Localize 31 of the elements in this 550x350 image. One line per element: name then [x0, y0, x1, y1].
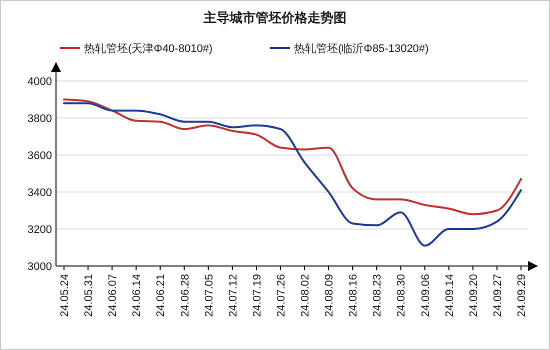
x-tick-label: 24.06.28	[179, 274, 192, 317]
line-series	[63, 102, 522, 247]
x-tick-label: 24.05.31	[83, 274, 96, 317]
x-tick-label: 24.08.23	[372, 274, 384, 317]
y-tick-label: 3400	[28, 187, 52, 199]
x-tick-label: 24.08.02	[300, 274, 312, 317]
x-tick-label: 24.08.30	[396, 274, 408, 317]
y-tick-label: 3800	[28, 113, 52, 125]
x-tick-label: 24.09.27	[492, 274, 504, 317]
x-tick-label: 24.06.07	[107, 274, 120, 317]
chart-title: 主导城市管坯价格走势图	[202, 10, 346, 25]
y-tick-label: 3200	[28, 224, 52, 236]
x-tick-label: 24.09.06	[420, 274, 432, 317]
y-tick-label: 3000	[28, 261, 52, 273]
line-series	[63, 98, 522, 216]
x-tick-label: 24.08.16	[348, 274, 360, 317]
x-tick-label: 24.09.29	[516, 274, 528, 317]
legend-label: 热轧管坯(天津Φ40-8010#)	[84, 42, 213, 55]
y-tick-label: 4000	[28, 76, 52, 88]
x-tick-label: 24.08.09	[324, 274, 336, 317]
x-tick-label: 24.09.14	[444, 274, 456, 317]
x-tick-label: 24.07.26	[275, 274, 288, 317]
x-tick-label: 24.09.20	[468, 274, 480, 317]
x-tick-label: 24.06.21	[155, 274, 168, 317]
x-tick-label: 24.05.24	[59, 274, 71, 317]
legend-label: 热轧管坯(临沂Φ85-13020#)	[294, 42, 429, 55]
x-tick-label: 24.07.05	[203, 274, 216, 317]
y-tick-label: 3600	[28, 150, 52, 162]
x-tick-label: 24.07.12	[227, 274, 240, 317]
x-tick-label: 24.07.19	[251, 274, 264, 317]
x-tick-label: 24.06.14	[131, 274, 144, 317]
